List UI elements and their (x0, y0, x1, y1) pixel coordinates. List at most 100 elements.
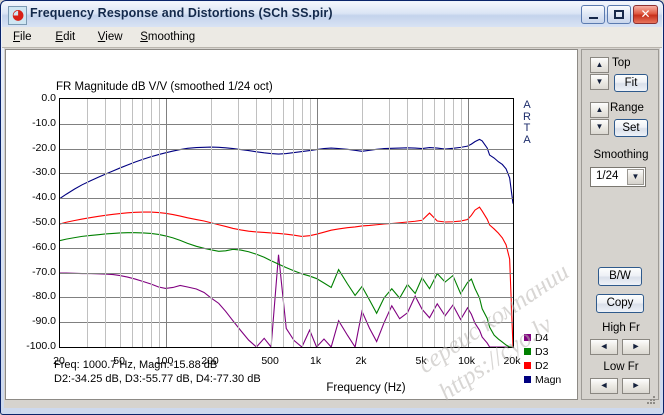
low-fr-label: Low Fr (603, 361, 639, 373)
low-fr-decrease-button[interactable]: ◄ (590, 378, 618, 394)
legend-item-d2[interactable]: D2 (524, 360, 548, 373)
legend-swatch-icon (524, 347, 531, 355)
grip-dot (650, 402, 652, 404)
set-button[interactable]: Set (614, 119, 648, 137)
minimize-icon (589, 17, 598, 19)
y-axis: 0.0 -10.0 -20.0 -30.0 -40.0 -50.0 -60.0 -70.0 -8… (6, 93, 56, 353)
arta-letter: A (523, 99, 531, 111)
v-gridline (271, 99, 273, 347)
resize-grip[interactable] (645, 394, 657, 406)
range-spinner[interactable]: ▲ ▼ (590, 102, 609, 135)
h-gridline (60, 297, 513, 299)
v-gridline-minor (283, 99, 285, 347)
x-axis-tick-label: 20 (53, 355, 65, 367)
v-gridline-minor (407, 99, 409, 347)
y-axis-tick-label: -100.0 (26, 340, 56, 352)
top-spinner[interactable]: ▲ ▼ (590, 57, 609, 90)
plot-area[interactable] (59, 98, 514, 348)
y-axis-tick-label: -10.0 (32, 116, 56, 129)
readout-line-1: Freq: 1000.7 Hz, Magn:-15.88 dB (54, 359, 218, 371)
x-axis-label: Frequency (Hz) (326, 382, 406, 394)
x-axis-label-wrap: Frequency (Hz) (276, 382, 456, 396)
low-fr-increase-button[interactable]: ► (622, 378, 650, 394)
top-spin-up-icon[interactable]: ▲ (590, 57, 609, 73)
v-gridline (316, 99, 318, 347)
y-axis-tick-label: -90.0 (32, 315, 56, 328)
copy-button[interactable]: Copy (596, 294, 644, 313)
arta-logo-icon: ◕ (8, 6, 27, 25)
maximize-icon (614, 10, 624, 19)
plot-panel[interactable]: FR Magnitude dB V/V (smoothed 1/24 oct) … (5, 49, 578, 406)
x-axis: 20 50 100 200 500 1k 2k 5k 10k 20k (53, 349, 520, 367)
v-gridline-minor (132, 99, 134, 347)
grip-dot (653, 402, 655, 404)
menu-item-view[interactable]: View (97, 31, 123, 43)
h-gridline (60, 123, 513, 125)
v-gridline-minor (444, 99, 446, 347)
legend-label: D3 (535, 346, 549, 358)
title-bar: ◕ Frequency Response and Distortions (SC… (2, 2, 662, 28)
window-title: Frequency Response and Distortions (SCh … (30, 6, 333, 20)
v-gridline-minor (86, 99, 88, 347)
x-axis-tick-label: 100 (155, 355, 174, 367)
y-axis-tick-label: -30.0 (32, 166, 56, 179)
smoothing-select[interactable]: 1/24 ▼ (590, 167, 646, 187)
x-axis-tick-label: 20k (503, 355, 521, 367)
range-spin-up-icon[interactable]: ▲ (590, 102, 609, 118)
close-button[interactable]: ✕ (633, 5, 658, 24)
grip-dot (653, 399, 655, 401)
y-axis-tick-label: -70.0 (32, 265, 56, 278)
high-fr-increase-button[interactable]: ► (622, 339, 650, 355)
menu-item-smoothing[interactable]: Smoothing (140, 31, 196, 43)
legend-label: Magn (535, 374, 562, 386)
v-gridline (467, 99, 469, 347)
v-gridline-minor (301, 99, 303, 347)
range-spin-down-icon[interactable]: ▼ (590, 119, 609, 135)
top-spin-down-icon[interactable]: ▼ (590, 74, 609, 90)
top-group-label: Top (612, 57, 631, 69)
v-gridline-minor (434, 99, 436, 347)
legend-item-magn[interactable]: Magn (524, 374, 561, 387)
chart-legend: D4 D3 D2 Magn (524, 332, 572, 390)
menu-bar: File Edit View Smoothing (2, 27, 662, 48)
grip-dot (653, 396, 655, 398)
client-area: FR Magnitude dB V/V (smoothed 1/24 oct) … (4, 48, 660, 408)
legend-item-d4[interactable]: D4 (524, 332, 548, 345)
y-axis-tick-label: -20.0 (32, 141, 56, 154)
maximize-button[interactable] (607, 5, 631, 24)
h-gridline (60, 198, 513, 200)
h-gridline (60, 272, 513, 274)
chevron-down-icon[interactable]: ▼ (627, 169, 644, 185)
arta-letter: A (523, 133, 531, 146)
arta-letter: R (523, 110, 531, 123)
menu-item-edit[interactable]: Edit (55, 31, 76, 43)
legend-swatch-icon (524, 333, 531, 341)
x-axis-tick-label: 5k (415, 355, 427, 367)
bw-button[interactable]: B/W (598, 267, 642, 286)
v-gridline-minor (256, 99, 258, 347)
v-gridline-minor (158, 99, 160, 347)
legend-swatch-icon (524, 361, 531, 369)
h-gridline (60, 322, 513, 324)
v-gridline (362, 99, 363, 347)
high-fr-label: High Fr (602, 322, 640, 334)
legend-label: D4 (535, 332, 549, 344)
side-toolbar: Top ▲ ▼ Fit Range ▲ ▼ Set Smoothing 1/24… (581, 49, 659, 400)
high-fr-decrease-button[interactable]: ◄ (590, 339, 618, 355)
h-gridline (60, 223, 513, 224)
legend-item-d3[interactable]: D3 (524, 346, 548, 359)
grip-dot (650, 399, 652, 401)
x-axis-tick-label: 1k (309, 355, 322, 367)
minimize-button[interactable] (581, 5, 605, 24)
fit-button[interactable]: Fit (614, 74, 648, 92)
v-gridline-minor (452, 99, 454, 347)
menu-item-file[interactable]: File (13, 31, 32, 43)
v-gridline-minor (460, 99, 462, 347)
x-axis-tick-label: 500 (261, 355, 279, 367)
close-icon: ✕ (640, 7, 651, 21)
y-axis-tick-label: -40.0 (32, 191, 56, 204)
v-gridline (422, 99, 424, 347)
chart-title: FR Magnitude dB V/V (smoothed 1/24 oct) (56, 81, 273, 93)
